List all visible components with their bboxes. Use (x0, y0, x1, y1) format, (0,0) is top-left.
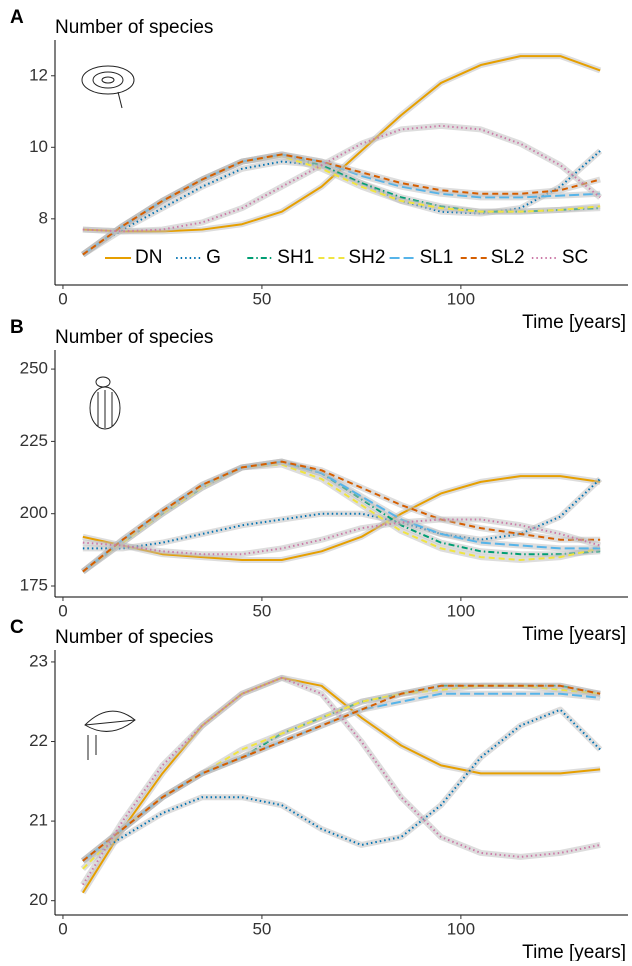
legend-label: DN (135, 247, 162, 268)
y-axis-title: Number of species (55, 327, 213, 348)
fit-line (82, 518, 601, 556)
y-tick-label: 23 (29, 651, 48, 670)
icon-leaf (84, 710, 136, 760)
y-tick-label: 10 (29, 137, 48, 156)
x-tick-label: 0 (58, 289, 67, 308)
y-tick-label: 225 (20, 431, 48, 450)
fit-line (82, 150, 601, 256)
legend-label: G (206, 247, 221, 268)
fit-line (82, 676, 601, 886)
icon-beetle (89, 376, 121, 430)
y-tick-label: 175 (20, 575, 48, 594)
x-tick-label: 100 (447, 289, 475, 308)
x-tick-label: 50 (252, 289, 271, 308)
x-tick-label: 0 (58, 601, 67, 620)
fit-line (82, 708, 601, 862)
x-tick-label: 50 (252, 919, 271, 938)
fit-line (82, 676, 601, 894)
x-tick-label: 50 (252, 601, 271, 620)
x-axis-title: Time [years] (522, 312, 626, 333)
legend-label: SH1 (277, 247, 314, 268)
y-tick-label: 12 (29, 65, 48, 84)
legend-label: SL1 (420, 247, 454, 268)
x-axis-title: Time [years] (522, 624, 626, 645)
ribbon (81, 706, 603, 864)
y-axis-title: Number of species (55, 627, 213, 648)
y-axis-title: Number of species (55, 17, 213, 38)
y-tick-label: 8 (39, 208, 48, 227)
fit-line (82, 153, 601, 256)
x-axis-title: Time [years] (522, 942, 626, 961)
legend-label: SC (562, 247, 588, 268)
y-tick-label: 250 (20, 359, 48, 378)
x-tick-label: 100 (447, 601, 475, 620)
fit-line (82, 124, 601, 233)
fit-line (82, 463, 601, 573)
y-tick-label: 22 (29, 731, 48, 750)
fit-line (82, 460, 601, 573)
x-tick-label: 0 (58, 919, 67, 938)
panel-label: C (10, 617, 24, 638)
y-tick-label: 21 (29, 811, 48, 830)
fit-line (82, 460, 601, 573)
legend-label: SL2 (491, 247, 525, 268)
x-tick-label: 100 (447, 919, 475, 938)
icon-flower (81, 65, 135, 109)
panel-label: A (10, 7, 24, 28)
y-tick-label: 200 (20, 503, 48, 522)
y-tick-label: 20 (29, 890, 48, 909)
panel-label: B (10, 317, 24, 338)
legend-label: SH2 (348, 247, 385, 268)
